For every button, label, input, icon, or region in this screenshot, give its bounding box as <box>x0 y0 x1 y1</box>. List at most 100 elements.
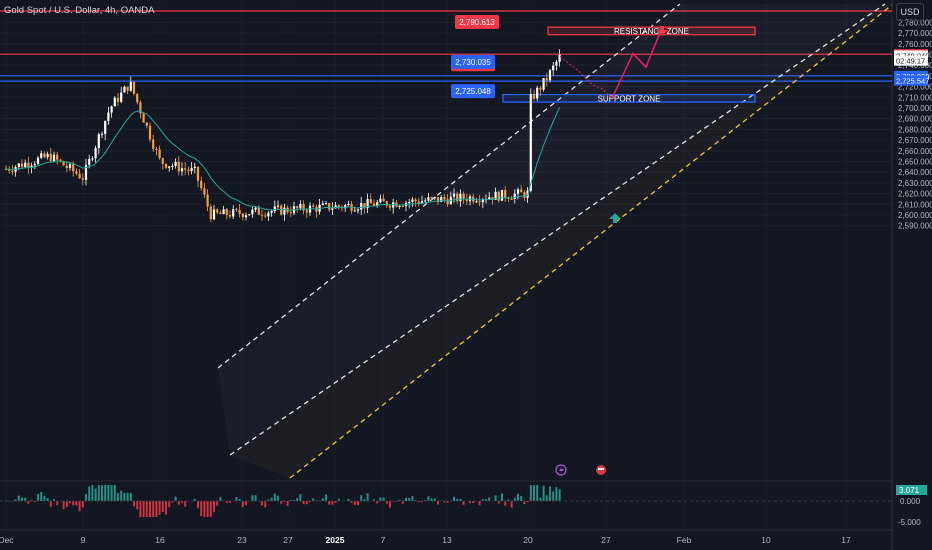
candle-body <box>523 192 526 198</box>
oscillator-bar <box>517 493 519 501</box>
candle-body <box>321 203 324 205</box>
candle-body <box>11 170 14 172</box>
candle-body <box>276 205 280 207</box>
candle-body <box>356 209 360 211</box>
lightning-glyph <box>559 466 564 474</box>
oscillator-bar <box>389 501 391 508</box>
oscillator-bar <box>328 501 331 505</box>
candle-body <box>164 163 168 168</box>
oscillator-bar <box>472 501 475 504</box>
oscillator-bar <box>238 499 241 501</box>
oscillator-bar <box>462 501 465 505</box>
oscillator-bar <box>289 499 292 501</box>
oscillator-bar <box>171 501 174 503</box>
oscillator-bar <box>117 492 119 501</box>
candle-body <box>331 208 334 210</box>
oscillator-bar <box>62 501 65 510</box>
candle-body <box>478 201 481 203</box>
osc-tick-label: 0.000 <box>900 497 921 506</box>
candle-body <box>436 197 440 202</box>
candle-body <box>532 94 536 99</box>
oscillator-bar <box>14 499 17 501</box>
oscillator-bar <box>37 493 39 501</box>
arrow-down-icon <box>656 26 668 36</box>
oscillator-bar <box>149 501 151 517</box>
oscillator-bar <box>542 485 545 501</box>
candle-body <box>491 197 494 200</box>
candle-body <box>174 161 177 166</box>
trend-channels <box>217 3 893 479</box>
candle-body <box>257 207 260 215</box>
oscillator-bar <box>411 496 414 501</box>
candle-body <box>40 153 43 158</box>
y-tick-label: 2,720.000 <box>898 83 932 92</box>
candle-body <box>49 153 52 162</box>
candle-body <box>177 161 180 172</box>
oscillator-bar <box>507 499 510 501</box>
oscillator-bar <box>40 491 43 501</box>
oscillator-bar <box>101 485 103 501</box>
candle-body <box>427 197 430 201</box>
oscillator-bar <box>155 501 158 517</box>
candle-body <box>171 165 174 167</box>
candle-body <box>548 70 552 81</box>
oscillator-bar <box>408 497 411 501</box>
currency-button[interactable]: USD <box>896 3 924 21</box>
oscillator-bar <box>145 501 148 517</box>
y-tick-label: 2,780.000 <box>898 18 932 27</box>
horizontal-levels <box>0 10 892 82</box>
candle-body <box>494 191 497 200</box>
candle-body <box>366 199 369 209</box>
oscillator-bar <box>555 487 558 501</box>
oscillator-bar <box>427 496 430 501</box>
x-tick-label: 7 <box>381 535 386 545</box>
oscillator-bar <box>129 493 132 501</box>
candle-body <box>452 193 456 197</box>
oscillator-bar <box>312 498 315 501</box>
candle-body <box>555 61 558 66</box>
candle-body <box>408 202 411 204</box>
candle-body <box>430 197 433 199</box>
oscillator-bar <box>552 491 555 501</box>
oscillator-bar <box>334 501 337 503</box>
channel-lower-line <box>289 4 893 479</box>
candle-body <box>504 189 507 199</box>
candle-body <box>420 201 424 204</box>
candle-body <box>542 78 545 90</box>
oscillator-bar <box>75 501 78 506</box>
oscillator-bar <box>485 499 487 501</box>
oscillator-bar <box>398 499 401 501</box>
oscillator-bar <box>181 501 183 503</box>
candle-body <box>180 168 184 172</box>
oscillator-bar <box>245 501 247 506</box>
candle-body <box>273 206 276 211</box>
candle-body <box>324 203 328 205</box>
oscillator-bar <box>69 501 71 504</box>
candle-body <box>123 86 126 93</box>
candle-body <box>36 157 40 164</box>
zone-box <box>502 93 756 103</box>
oscillator-bar <box>261 501 263 506</box>
oscillator-bar <box>430 498 433 501</box>
oscillator-bar <box>43 496 46 501</box>
candle-body <box>244 215 248 218</box>
us-flag-stripe <box>598 468 604 470</box>
oscillator-bar <box>545 495 548 501</box>
candle-body <box>497 191 500 201</box>
oscillator-bar <box>219 497 222 501</box>
oscillator-bar <box>549 486 551 501</box>
candle-body <box>344 205 347 209</box>
candle-body <box>65 165 68 168</box>
oscillator-bar <box>203 501 206 517</box>
oscillator-bar <box>174 496 177 501</box>
candle-body <box>251 209 254 215</box>
candle-body <box>465 198 468 202</box>
candle-body <box>296 206 299 209</box>
candle-body <box>110 106 113 113</box>
projection-path <box>559 26 668 223</box>
oscillator-bar <box>357 501 359 506</box>
oscillator-bar <box>206 501 209 517</box>
oscillator-bar <box>94 488 97 501</box>
oscillator-bar <box>197 501 199 509</box>
